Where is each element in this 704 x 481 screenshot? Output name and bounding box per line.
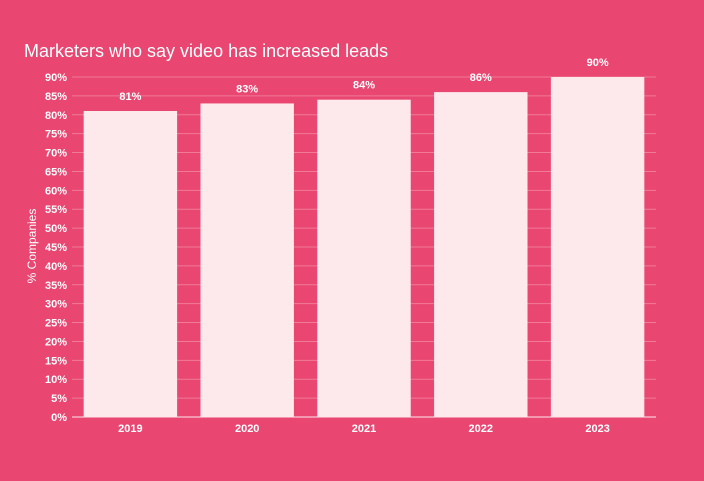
y-tick-label: 70% — [45, 148, 67, 160]
y-tick-label: 5% — [51, 393, 67, 405]
data-label: 81% — [119, 91, 141, 103]
y-tick-label: 45% — [45, 242, 67, 254]
y-tick-label: 40% — [45, 261, 67, 273]
y-axis-label: % Companies — [25, 209, 39, 284]
bar-2020 — [200, 103, 294, 417]
bar-2021 — [317, 99, 411, 418]
y-tick-label: 80% — [45, 110, 67, 122]
y-axis-ticks: 0% 5% 10% 15% 20% 25% 30% 35% 40% 45% 50% 55% 60% 65%… — [45, 72, 67, 424]
y-tick-label: 75% — [45, 129, 67, 141]
y-tick-label: 90% — [45, 72, 67, 84]
x-tick-label: 2022 — [469, 423, 493, 435]
y-tick-label: 20% — [45, 336, 67, 348]
y-tick-label: 60% — [45, 185, 67, 197]
y-tick-label: 55% — [45, 204, 67, 216]
data-label: 86% — [470, 72, 492, 84]
data-label: 90% — [587, 57, 609, 69]
chart-title: Marketers who say video has increased le… — [24, 41, 388, 61]
bar-2019 — [83, 111, 178, 417]
y-tick-label: 85% — [45, 91, 67, 103]
y-tick-label: 10% — [45, 374, 67, 386]
y-tick-label: 30% — [45, 299, 67, 311]
y-tick-label: 0% — [51, 412, 67, 424]
x-tick-label: 2021 — [352, 423, 376, 435]
bar-2022 — [434, 92, 528, 417]
x-tick-label: 2020 — [235, 423, 259, 435]
data-labels: 81% 83% 84% 86% 90% — [119, 57, 608, 103]
y-tick-label: 35% — [45, 280, 67, 292]
y-tick-label: 15% — [45, 355, 67, 367]
x-axis-ticks: 2019 2020 2021 2022 2023 — [118, 423, 610, 435]
x-tick-label: 2023 — [585, 423, 609, 435]
y-tick-label: 50% — [45, 223, 67, 235]
y-tick-label: 25% — [45, 318, 67, 330]
bars — [83, 77, 645, 418]
data-label: 83% — [236, 83, 258, 95]
y-tick-label: 65% — [45, 166, 67, 178]
data-label: 84% — [353, 80, 375, 92]
bar-2023 — [550, 77, 645, 417]
x-tick-label: 2019 — [118, 423, 142, 435]
